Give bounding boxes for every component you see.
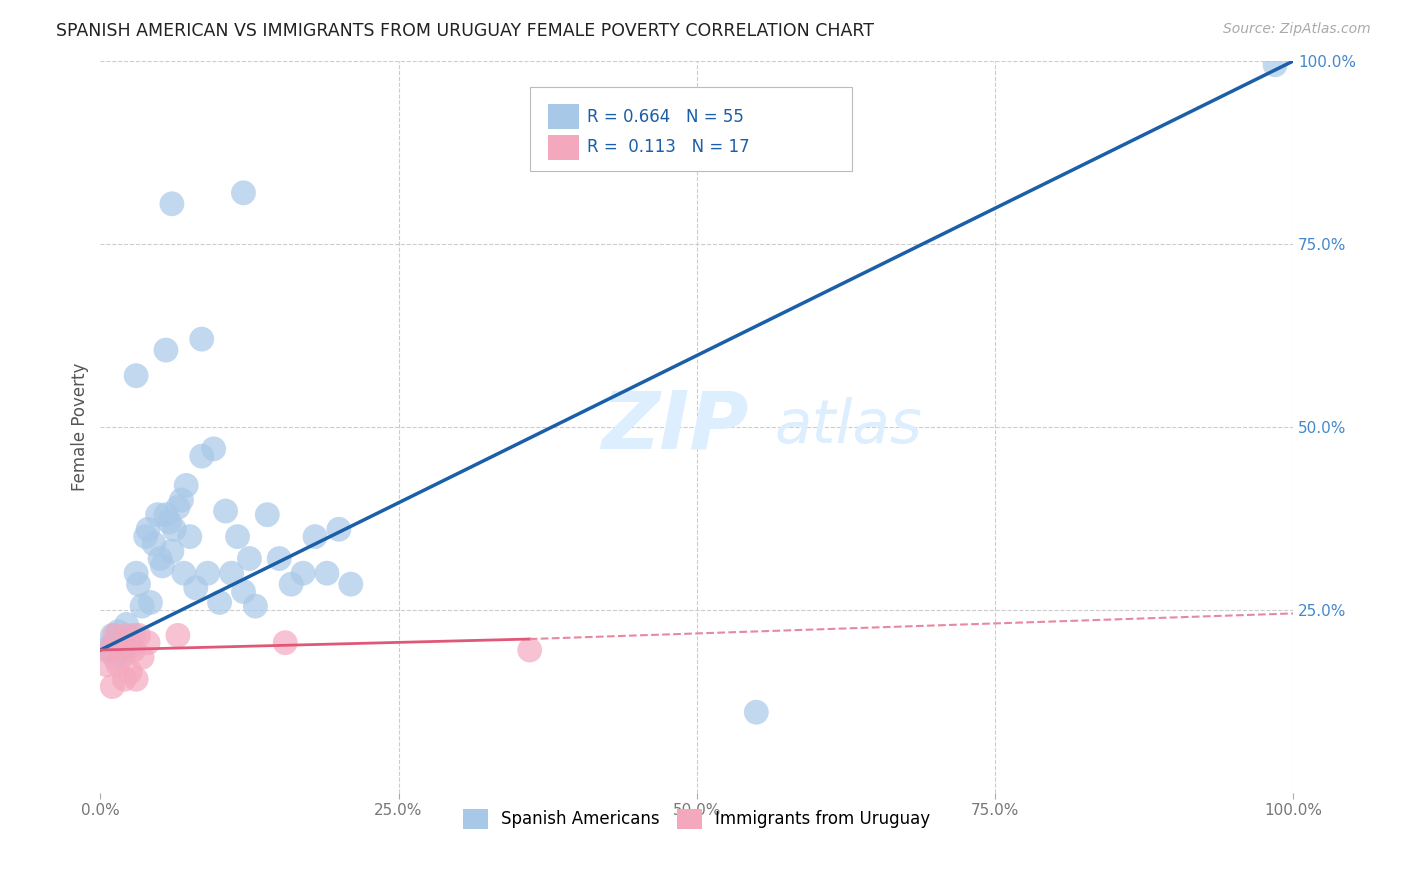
Point	[115, 628, 138, 642]
Point	[139, 595, 162, 609]
Point	[274, 636, 297, 650]
Point	[163, 522, 186, 536]
Point	[269, 551, 291, 566]
Point	[238, 551, 260, 566]
Text: ZIP: ZIP	[602, 388, 748, 466]
Point	[149, 551, 172, 566]
Point	[131, 599, 153, 614]
Point	[232, 584, 254, 599]
Point	[304, 530, 326, 544]
Point	[128, 628, 150, 642]
FancyBboxPatch shape	[547, 104, 579, 129]
Point	[280, 577, 302, 591]
Point	[745, 705, 768, 719]
Point	[208, 595, 231, 609]
Point	[519, 643, 541, 657]
Point	[170, 493, 193, 508]
Point	[197, 566, 219, 581]
Text: Source: ZipAtlas.com: Source: ZipAtlas.com	[1223, 22, 1371, 37]
Point	[190, 449, 212, 463]
Point	[292, 566, 315, 581]
Point	[125, 566, 148, 581]
Point	[135, 530, 157, 544]
Point	[316, 566, 339, 581]
Point	[159, 515, 181, 529]
Y-axis label: Female Poverty: Female Poverty	[72, 363, 89, 491]
Text: SPANISH AMERICAN VS IMMIGRANTS FROM URUGUAY FEMALE POVERTY CORRELATION CHART: SPANISH AMERICAN VS IMMIGRANTS FROM URUG…	[56, 22, 875, 40]
Point	[155, 343, 177, 357]
Point	[112, 673, 135, 687]
Point	[214, 504, 236, 518]
Point	[150, 558, 173, 573]
Point	[174, 478, 197, 492]
Point	[226, 530, 249, 544]
Point	[112, 647, 135, 661]
Text: R = 0.664   N = 55: R = 0.664 N = 55	[586, 108, 744, 126]
Point	[125, 368, 148, 383]
Point	[146, 508, 169, 522]
Point	[143, 537, 166, 551]
Point	[256, 508, 278, 522]
Point	[173, 566, 195, 581]
Point	[107, 624, 129, 639]
Point	[202, 442, 225, 456]
Point	[245, 599, 267, 614]
Point	[190, 332, 212, 346]
Point	[131, 650, 153, 665]
Point	[125, 673, 148, 687]
Text: R =  0.113   N = 17: R = 0.113 N = 17	[586, 138, 749, 156]
Point	[232, 186, 254, 200]
Point	[115, 617, 138, 632]
Point	[328, 522, 350, 536]
Point	[101, 680, 124, 694]
Point	[136, 522, 159, 536]
Point	[111, 643, 134, 657]
Point	[104, 650, 127, 665]
Point	[184, 581, 207, 595]
Point	[160, 544, 183, 558]
FancyBboxPatch shape	[530, 87, 852, 171]
Text: atlas: atlas	[775, 398, 922, 457]
Point	[96, 657, 118, 672]
Point	[128, 577, 150, 591]
Point	[1264, 58, 1286, 72]
Point	[167, 628, 190, 642]
Legend: Spanish Americans, Immigrants from Uruguay: Spanish Americans, Immigrants from Urugu…	[457, 802, 936, 836]
Point	[104, 628, 127, 642]
Point	[122, 628, 145, 642]
Point	[160, 196, 183, 211]
Point	[107, 657, 129, 672]
Point	[155, 508, 177, 522]
Point	[120, 665, 142, 679]
Point	[120, 640, 142, 654]
Point	[136, 636, 159, 650]
Point	[179, 530, 201, 544]
Point	[167, 500, 190, 515]
Point	[98, 640, 121, 654]
Point	[340, 577, 363, 591]
Point	[101, 628, 124, 642]
Point	[98, 643, 121, 657]
Point	[122, 643, 145, 657]
Point	[221, 566, 243, 581]
Point	[96, 643, 118, 657]
Point	[111, 632, 134, 646]
FancyBboxPatch shape	[547, 135, 579, 160]
